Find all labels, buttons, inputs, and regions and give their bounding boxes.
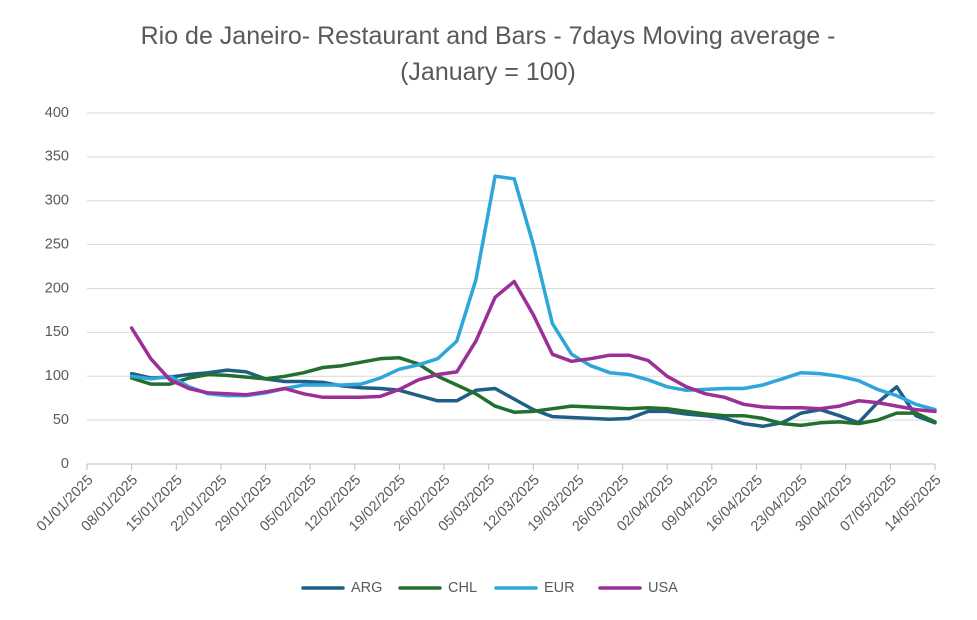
series-line xyxy=(129,356,937,428)
y-tick-label: 400 xyxy=(45,105,69,121)
y-tick-label: 300 xyxy=(45,193,69,209)
legend-label: CHL xyxy=(448,580,477,596)
y-tick-label: 50 xyxy=(53,412,69,428)
legend-label: ARG xyxy=(351,580,382,596)
y-tick-label: 150 xyxy=(45,324,69,340)
y-tick-label: 0 xyxy=(61,456,69,472)
series-line xyxy=(129,279,937,414)
y-tick-label: 200 xyxy=(45,280,69,296)
y-tick-label: 100 xyxy=(45,368,69,384)
y-tick-label: 350 xyxy=(45,149,69,165)
chart-title: Rio de Janeiro- Restaurant and Bars - 7d… xyxy=(140,22,836,86)
legend-label: USA xyxy=(648,580,678,596)
legend-label: EUR xyxy=(544,580,575,596)
y-tick-label: 250 xyxy=(45,236,69,252)
